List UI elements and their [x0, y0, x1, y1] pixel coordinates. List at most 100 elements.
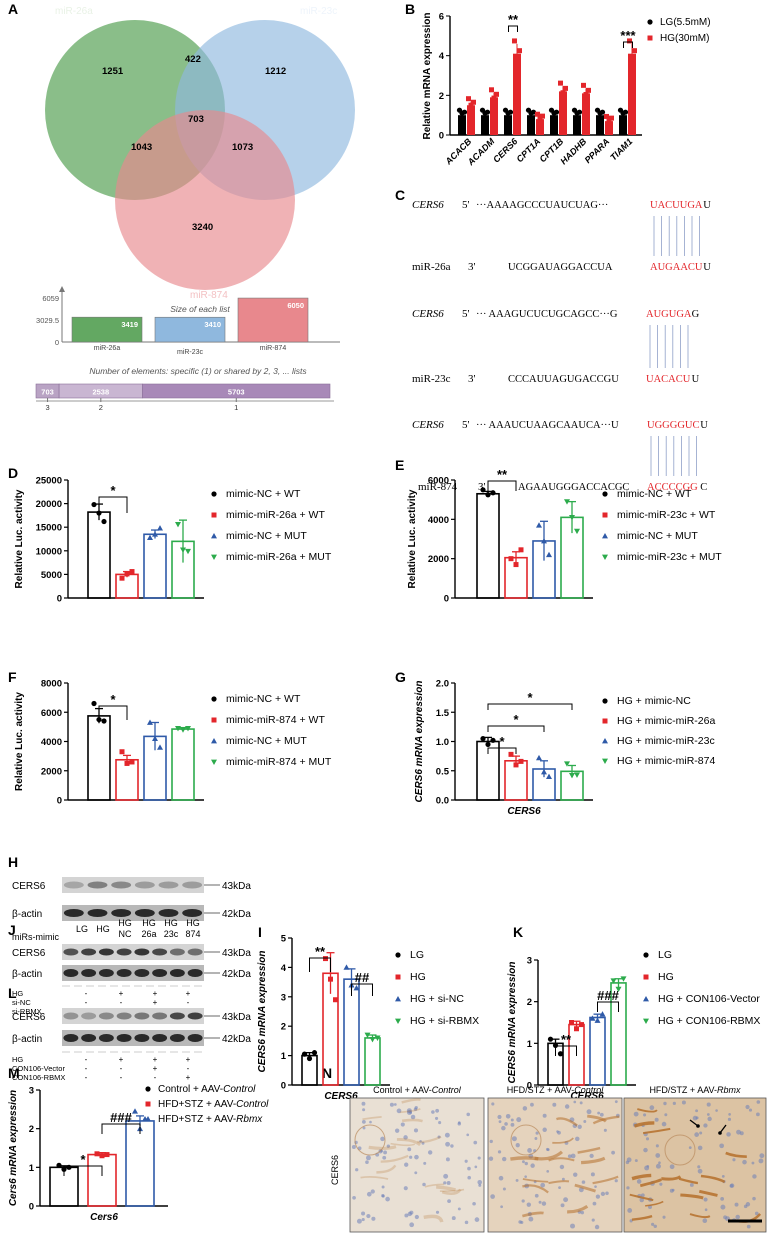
data-point: [494, 91, 499, 97]
blot-band: [81, 948, 97, 956]
nucleus: [561, 1177, 565, 1181]
gene-label: CERS6: [412, 308, 444, 320]
data-point: [558, 80, 563, 86]
nucleus: [589, 1153, 594, 1159]
data-point: [157, 744, 163, 750]
legend-entry: mimic-miR-874 + WT: [226, 714, 325, 726]
nucleus: [559, 1164, 565, 1170]
significance-label: ***: [620, 28, 636, 43]
nucleus: [649, 1105, 655, 1111]
size-bar-value: 3419: [121, 320, 138, 329]
stain: [396, 1138, 421, 1147]
nucleus: [522, 1160, 525, 1164]
nucleus: [681, 1100, 686, 1105]
nucleus: [594, 1185, 597, 1188]
lane-label: HG 23c: [164, 918, 179, 939]
data-point: [466, 96, 471, 102]
nucleus: [540, 1182, 546, 1188]
nucleus: [707, 1116, 712, 1122]
stain: [390, 1142, 416, 1147]
data-point: [185, 725, 191, 732]
panel-title: HFD/STZ + AAV-Rbmx: [649, 1085, 741, 1095]
significance-label: ##: [355, 970, 370, 985]
y-tick-label: 4000: [428, 515, 449, 526]
panel-label: D: [8, 465, 18, 481]
data-point: [512, 38, 517, 44]
nucleus: [524, 1175, 527, 1178]
legend-entry: mimic-NC + WT: [617, 488, 692, 500]
stain: [631, 1173, 652, 1181]
data-point: [540, 113, 545, 119]
blot-strip: [62, 965, 204, 981]
row-label: CON106-Vector: [12, 1064, 65, 1073]
nucleus: [371, 1216, 376, 1221]
data-point: [91, 700, 97, 707]
data-point: [96, 510, 102, 516]
treatment-mark: -: [154, 1073, 157, 1082]
nucleus: [362, 1126, 366, 1130]
blot-band: [152, 969, 168, 977]
target-tail: U: [700, 420, 708, 431]
nucleus: [501, 1125, 506, 1131]
nucleus: [591, 1218, 595, 1222]
nucleus: [564, 1104, 570, 1109]
y-tick-label: 2: [527, 997, 532, 1008]
nucleus: [527, 1148, 532, 1153]
data-point: [553, 109, 560, 115]
data-point: [94, 1151, 100, 1157]
micrograph: [349, 1097, 485, 1233]
legend-entry: LG: [658, 949, 672, 961]
bar: [504, 115, 512, 135]
size-bar-label: miR-26a: [94, 345, 121, 352]
nucleus: [697, 1145, 703, 1151]
treatment-mark: -: [85, 1055, 88, 1064]
nucleus: [466, 1133, 470, 1137]
treatment-mark: -: [85, 989, 88, 998]
legend-entry: LG(5.5mM): [660, 17, 711, 28]
data-point: [530, 109, 537, 115]
nucleus: [419, 1139, 422, 1143]
nucleus: [410, 1114, 416, 1120]
nucleus: [366, 1155, 371, 1161]
treatment-mark: +: [186, 1055, 191, 1064]
data-point: [395, 974, 401, 980]
stain: [698, 1189, 718, 1197]
venn-set-label: miR-26a: [55, 6, 93, 17]
y-tick-label: 2.0: [436, 679, 449, 690]
data-point: [145, 1116, 151, 1122]
nucleus: [720, 1197, 725, 1201]
data-point: [552, 1042, 559, 1049]
legend-entry: HG + mimic-miR-26a: [617, 715, 715, 727]
stain: [401, 1098, 421, 1104]
mirna-seed: UACACU: [646, 374, 691, 385]
nucleus: [655, 1163, 661, 1169]
nucleus: [756, 1100, 761, 1104]
size-bar-value: 3410: [204, 320, 221, 329]
band-label: β-actin: [12, 969, 42, 980]
stain: [436, 1185, 456, 1192]
nucleus: [381, 1185, 385, 1189]
significance-label: *: [527, 690, 533, 705]
data-point: [374, 1035, 381, 1041]
nucleus: [474, 1165, 478, 1169]
data-point: [536, 522, 542, 528]
nucleus: [633, 1111, 639, 1117]
data-point: [185, 548, 191, 555]
nucleus: [477, 1180, 483, 1185]
bar: [171, 728, 195, 801]
y-tick-label: 6059: [42, 294, 59, 303]
significance-bracket: [555, 1045, 577, 1056]
target-sequence: ··· AAAUCUAAGCAAUCA···U: [476, 420, 619, 431]
data-point: [395, 952, 401, 958]
data-point: [129, 759, 135, 765]
nucleus: [745, 1202, 751, 1207]
data-point: [490, 737, 496, 743]
data-point: [632, 48, 637, 54]
legend-entry: HFD+STZ + AAV-Control: [158, 1099, 269, 1110]
nucleus: [719, 1143, 725, 1149]
data-point: [576, 109, 583, 115]
blot-band: [169, 1034, 185, 1042]
nucleus: [636, 1179, 642, 1184]
treatment-mark: +: [186, 989, 191, 998]
data-point: [609, 115, 614, 121]
